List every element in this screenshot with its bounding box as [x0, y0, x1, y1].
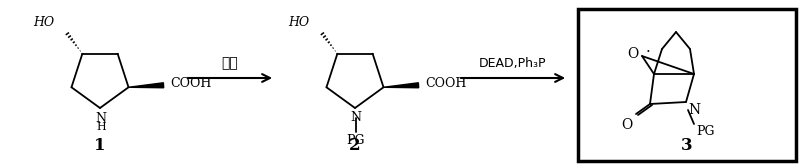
- Text: O: O: [626, 47, 638, 61]
- Text: HO: HO: [288, 16, 310, 29]
- Text: PG: PG: [696, 125, 714, 138]
- Text: 1: 1: [94, 137, 106, 154]
- Bar: [578, 9, 796, 161]
- Text: H: H: [96, 122, 106, 132]
- Text: DEAD,Ph₃P: DEAD,Ph₃P: [479, 57, 546, 70]
- Polygon shape: [383, 83, 418, 88]
- Text: O: O: [621, 118, 632, 132]
- Text: COOH: COOH: [170, 77, 212, 90]
- Text: 3: 3: [681, 137, 693, 154]
- Text: N: N: [350, 111, 362, 124]
- Text: 保护: 保护: [222, 56, 238, 70]
- Text: N: N: [95, 112, 106, 125]
- Text: HO: HO: [34, 16, 54, 29]
- Text: PG: PG: [346, 134, 366, 147]
- Text: N: N: [688, 103, 700, 117]
- Text: COOH: COOH: [426, 77, 467, 90]
- Polygon shape: [129, 83, 164, 88]
- Text: ·: ·: [646, 45, 651, 59]
- Text: 2: 2: [349, 137, 361, 154]
